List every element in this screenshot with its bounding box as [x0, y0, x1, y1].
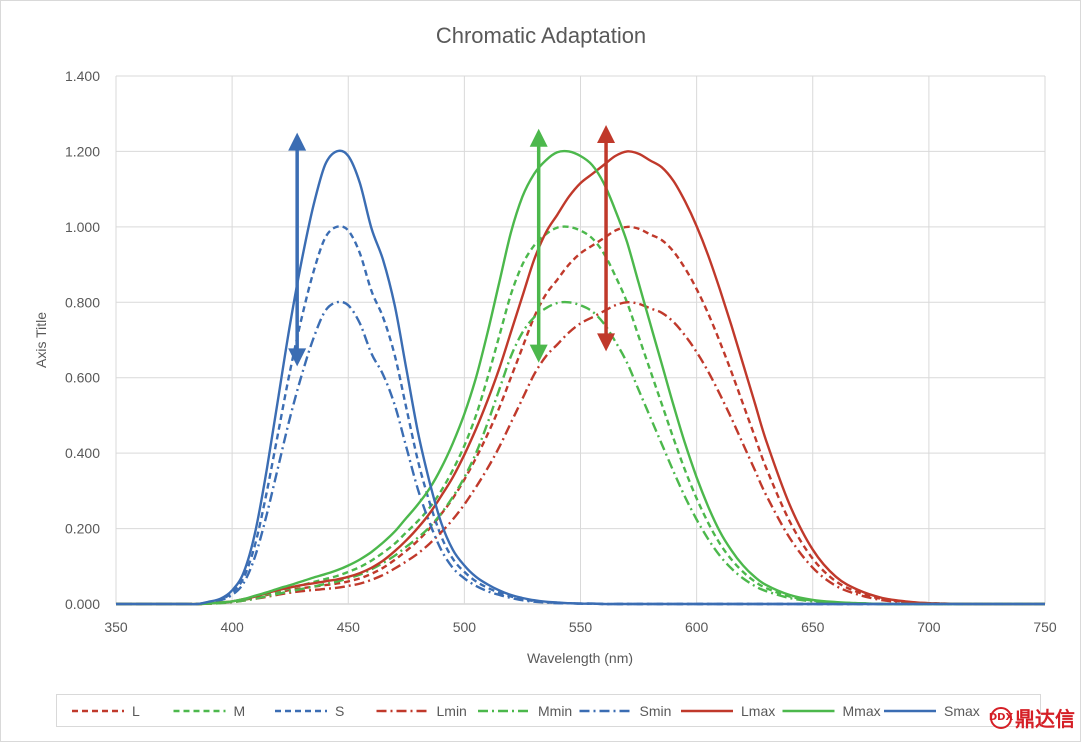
watermark-text: 鼎达信: [1015, 707, 1075, 731]
legend-item-m: M: [173, 703, 246, 719]
legend-label: Smax: [944, 703, 980, 719]
watermark-logo-icon: DDX: [989, 706, 1013, 729]
series-line-smin: [116, 300, 1045, 606]
x-axis-ticks: 350 400 450 500 550 600 650 700 750: [104, 619, 1057, 635]
y-tick-label: 1.200: [65, 143, 100, 159]
legend-item-smax: Smax: [884, 703, 980, 719]
watermark: DDX 鼎达信: [989, 703, 1075, 732]
legend-item-lmax: Lmax: [681, 703, 775, 719]
arrow-head-up-icon: [597, 125, 616, 144]
y-tick-label: 1.400: [65, 68, 100, 84]
legend-item-mmin: Mmin: [478, 703, 572, 719]
arrow-head-down-icon: [288, 348, 307, 367]
legend-item-lmin: Lmin: [376, 703, 467, 719]
series-line-mmax: [116, 149, 1045, 606]
series-line-smax: [116, 149, 1045, 606]
y-tick-label: 0.000: [65, 596, 100, 612]
adaptation-arrow: [529, 128, 548, 363]
arrow-head-up-icon: [288, 132, 307, 151]
legend-item-s: S: [275, 703, 344, 719]
y-tick-label: 0.800: [65, 294, 100, 310]
y-tick-label: 0.600: [65, 370, 100, 386]
x-tick-label: 700: [917, 619, 941, 635]
y-tick-label: 1.000: [65, 219, 100, 235]
chart-title: Chromatic Adaptation: [436, 23, 646, 48]
legend-label: M: [234, 703, 246, 719]
y-axis-label: Axis Title: [33, 312, 49, 368]
y-axis-ticks: 0.000 0.200 0.400 0.600 0.800 1.000 1.200 1.400: [65, 68, 100, 612]
legend-item-l: L: [72, 703, 140, 719]
legend-label: Mmax: [843, 703, 881, 719]
legend-label: Lmax: [741, 703, 775, 719]
legend-label: Lmin: [437, 703, 467, 719]
x-tick-label: 550: [569, 619, 593, 635]
series-line-mmin: [116, 300, 1045, 606]
legend-label: Mmin: [538, 703, 572, 719]
arrow-head-up-icon: [529, 128, 548, 147]
adaptation-arrow: [597, 125, 616, 352]
x-axis-label: Wavelength (nm): [527, 650, 633, 666]
series-lines: [116, 149, 1046, 606]
arrow-head-down-icon: [529, 344, 548, 363]
x-tick-label: 650: [801, 619, 825, 635]
legend-label: Smin: [640, 703, 672, 719]
legend-item-mmax: Mmax: [782, 703, 881, 719]
y-tick-label: 0.200: [65, 521, 100, 537]
x-tick-label: 400: [220, 619, 244, 635]
legend-item-smin: Smin: [579, 703, 672, 719]
x-tick-label: 600: [685, 619, 709, 635]
legend-label: L: [132, 703, 140, 719]
x-tick-label: 350: [104, 619, 128, 635]
x-tick-label: 750: [1033, 619, 1057, 635]
arrow-head-down-icon: [597, 333, 616, 352]
legend: L M S Lmin Mmin Smin Lmax Mmax Smax: [72, 703, 980, 719]
legend-label: S: [335, 703, 344, 719]
adaptation-arrows: [288, 125, 616, 367]
adaptation-arrow: [288, 132, 307, 367]
x-tick-label: 500: [453, 619, 477, 635]
legend-box: [56, 694, 1041, 727]
x-tick-label: 450: [337, 619, 361, 635]
y-tick-label: 0.400: [65, 445, 100, 461]
